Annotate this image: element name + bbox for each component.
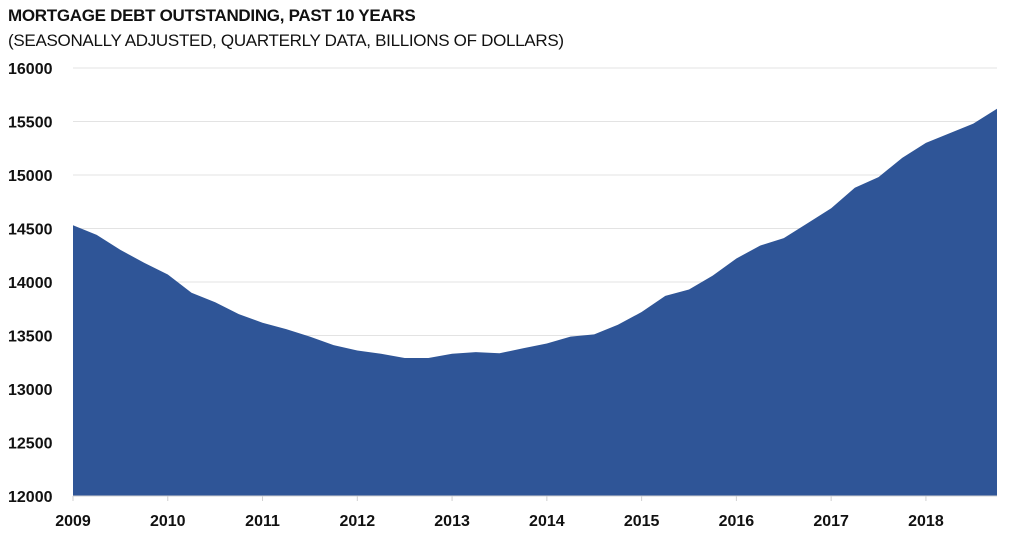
y-tick-label: 13500: [8, 329, 53, 346]
y-tick-label: 13000: [8, 382, 53, 399]
area-series: [73, 108, 997, 496]
x-tick-label: 2013: [434, 513, 470, 530]
y-tick-label: 15500: [8, 115, 53, 132]
x-tick-label: 2018: [908, 513, 944, 530]
y-tick-label: 12500: [8, 436, 53, 453]
y-tick-label: 14500: [8, 222, 53, 239]
x-tick-label: 2014: [529, 513, 565, 530]
chart-title: MORTGAGE DEBT OUTSTANDING, PAST 10 YEARS: [8, 6, 416, 25]
x-tick-label: 2017: [813, 513, 849, 530]
y-tick-label: 14000: [8, 275, 53, 292]
y-tick-label: 15000: [8, 168, 53, 185]
y-tick-label: 16000: [8, 61, 53, 78]
x-tick-label: 2016: [719, 513, 755, 530]
x-tick-label: 2010: [150, 513, 186, 530]
x-tick-label: 2011: [245, 513, 280, 530]
x-tick-label: 2009: [55, 513, 91, 530]
x-tick-label: 2015: [624, 513, 660, 530]
chart-subtitle: (SEASONALLY ADJUSTED, QUARTERLY DATA, BI…: [8, 31, 564, 50]
x-tick-label: 2012: [340, 513, 376, 530]
y-tick-label: 12000: [8, 489, 53, 506]
